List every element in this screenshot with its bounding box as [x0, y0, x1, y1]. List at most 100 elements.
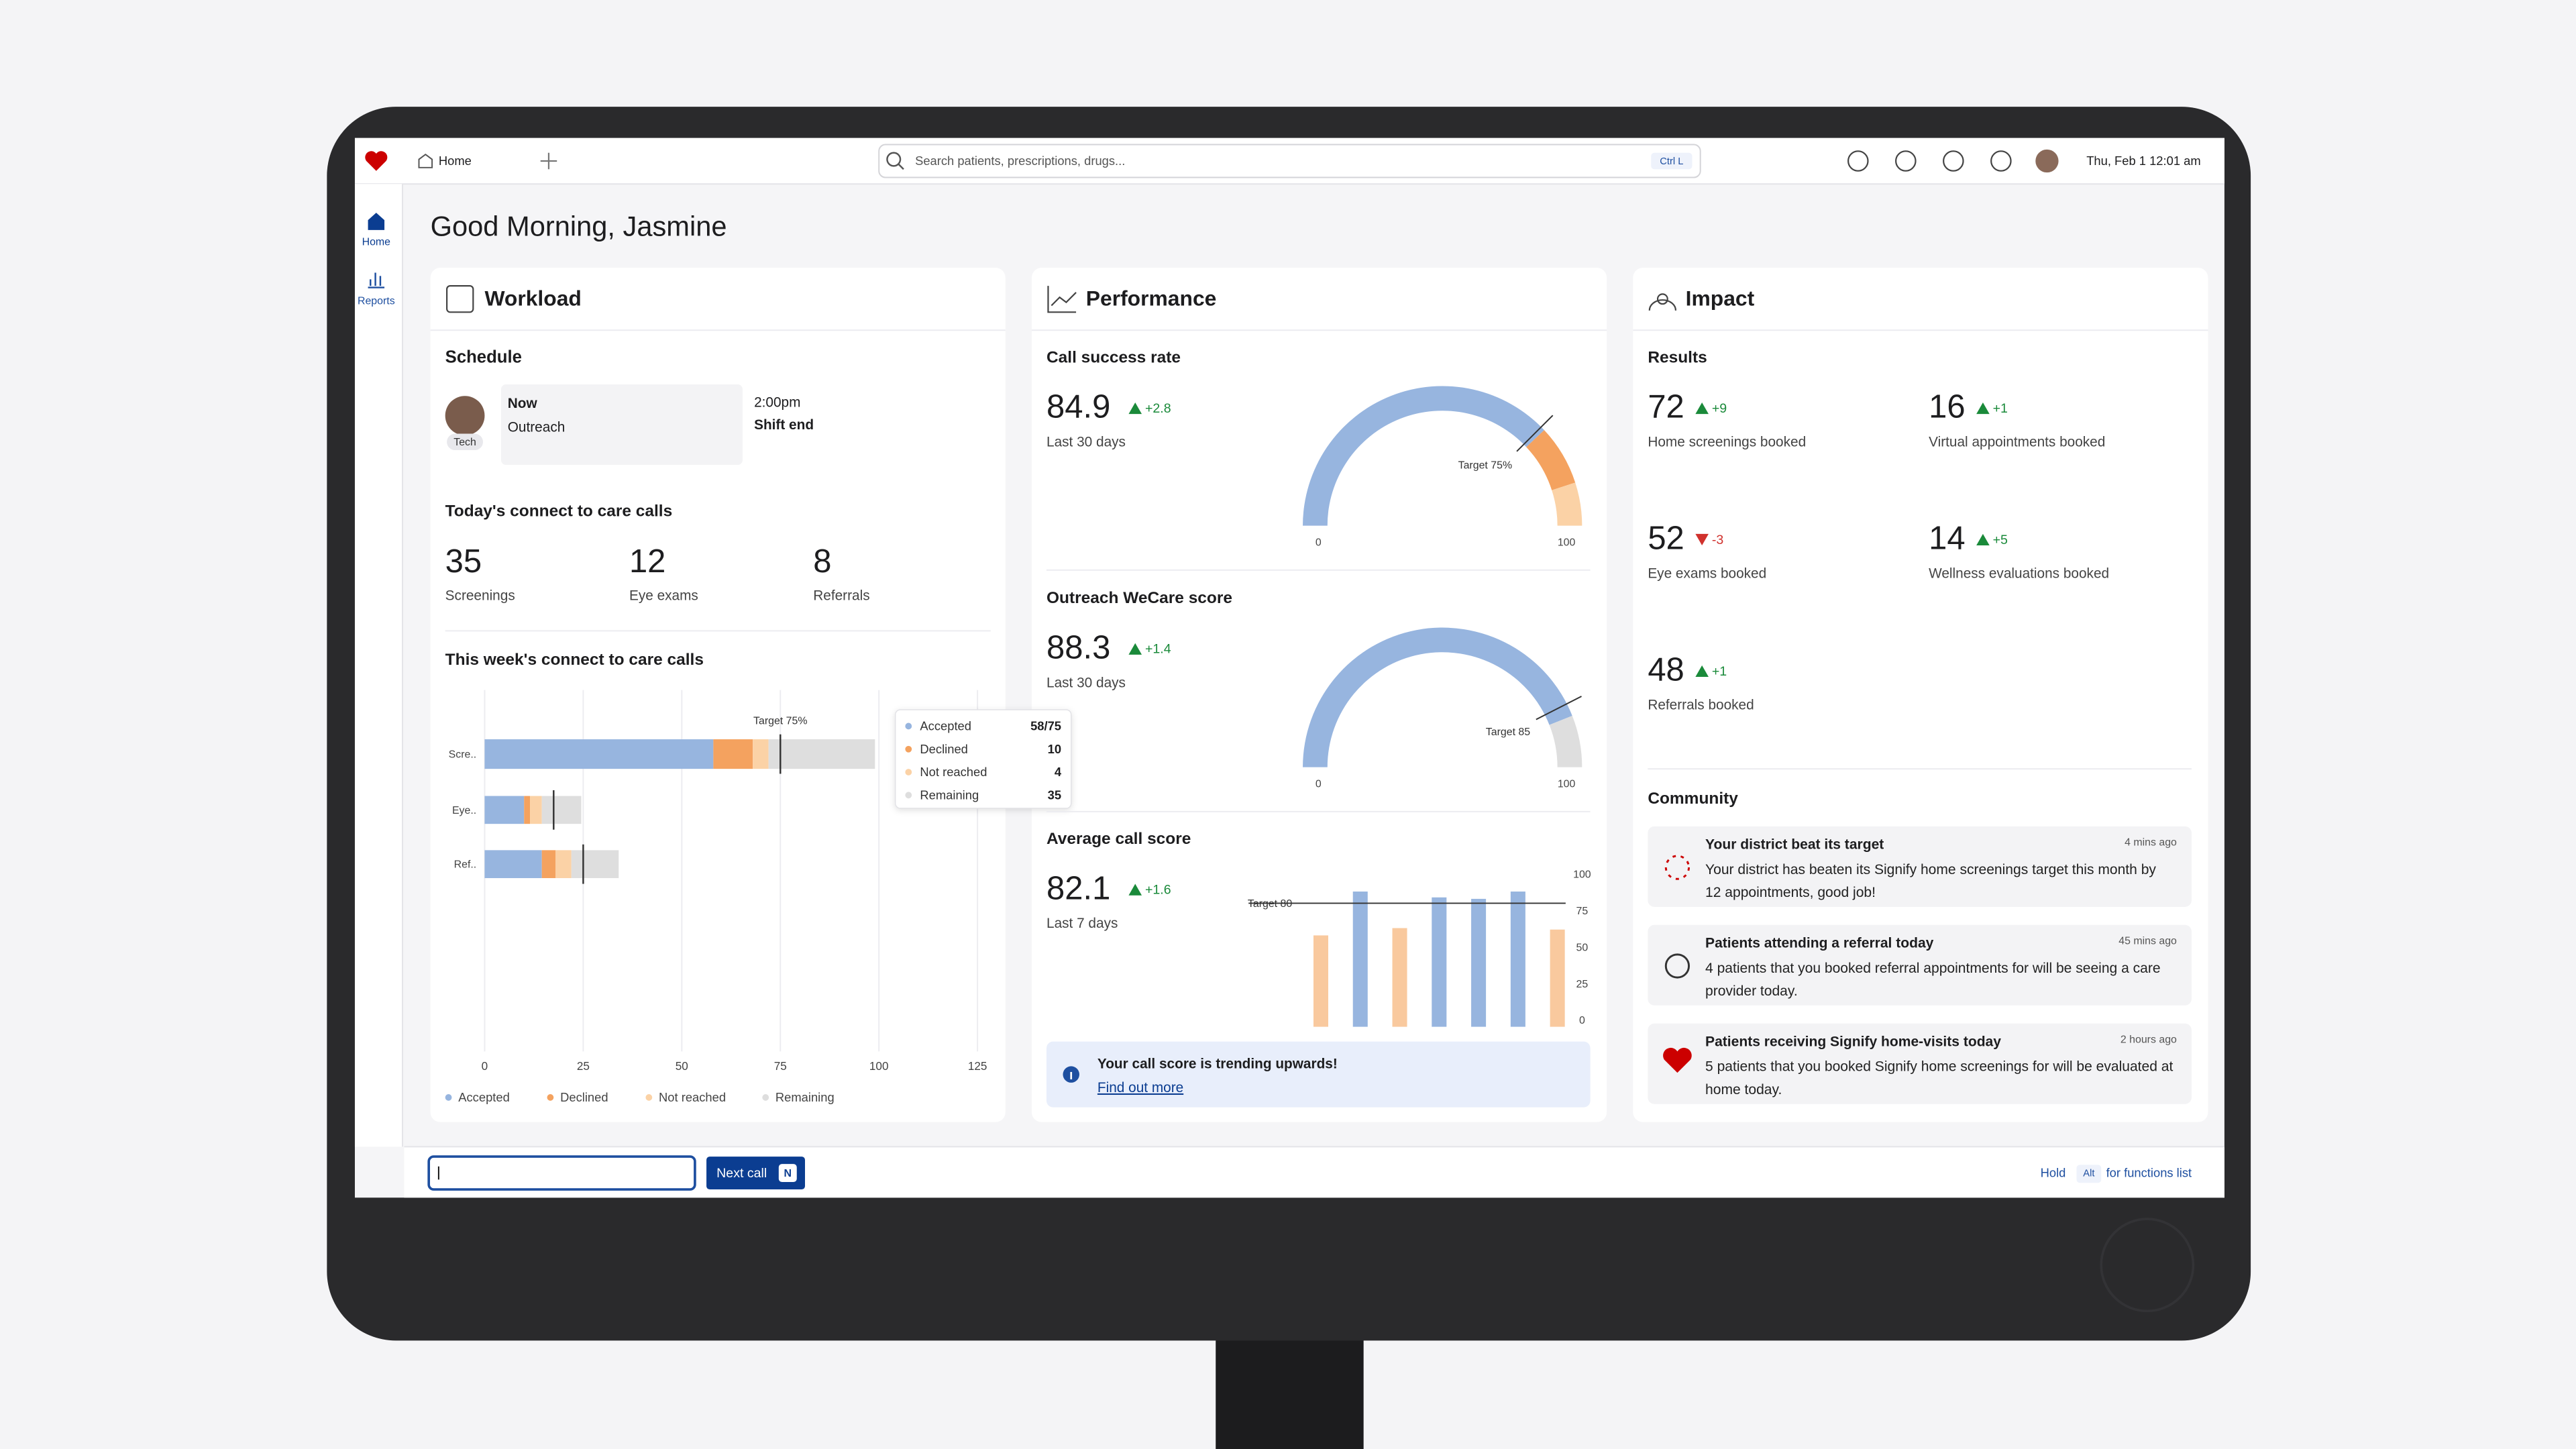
community-title: Patients receiving Signify home-visits t… [1705, 1034, 2001, 1049]
community-time: 4 mins ago [2125, 837, 2177, 849]
section-title: Results [1648, 348, 1707, 366]
toolbar-icon[interactable] [1943, 150, 1964, 172]
bar [1313, 935, 1328, 1027]
bar [1550, 929, 1565, 1027]
now-box [500, 384, 743, 466]
result-value: 48 [1648, 652, 1684, 688]
stat-value: 35 [445, 543, 482, 580]
result-value: 72 [1648, 389, 1684, 425]
result-delta: +9 [1712, 401, 1727, 416]
shortcut-pill [1651, 152, 1693, 170]
trend-up [1128, 643, 1142, 655]
x-tick-label: 25 [577, 1059, 590, 1073]
community-body-box: Your district has beaten its Signify hom… [1705, 861, 2156, 900]
tab-label[interactable]: Home [439, 154, 472, 168]
bar-segment [555, 850, 572, 878]
stat-value: 12 [629, 543, 665, 580]
bar-segment [484, 739, 714, 769]
y-tick-label: 50 [1576, 942, 1589, 953]
tooltip-value: 10 [1048, 742, 1061, 756]
hint-key: Alt [2083, 1169, 2094, 1179]
end-label: Shift end [754, 417, 814, 433]
reports-nav-icon[interactable] [368, 272, 385, 288]
community-item[interactable] [1648, 924, 2192, 1006]
search-box[interactable] [878, 144, 1701, 178]
info-banner [1046, 1041, 1591, 1108]
now-activity: Outreach [508, 419, 566, 435]
impact-icon [1648, 293, 1677, 311]
legend-label: Accepted [458, 1090, 510, 1104]
result-value: 14 [1929, 521, 1965, 557]
search-shortcut: Ctrl L [1660, 156, 1683, 167]
metric-delta: +2.8 [1145, 401, 1171, 416]
monitor-button [2100, 1218, 2195, 1313]
metric-value: 88.3 [1046, 630, 1110, 666]
banner-link[interactable]: Find out more [1097, 1080, 1183, 1095]
community-body: 4 patients that you booked referral appo… [1705, 959, 2161, 999]
end-time: 2:00pm [754, 395, 800, 411]
community-body-box: 4 patients that you booked referral appo… [1705, 959, 2161, 999]
section-title: Outreach WeCare score [1046, 589, 1232, 607]
result-delta: +5 [1993, 533, 2008, 547]
toolbar-icon[interactable] [1895, 150, 1917, 172]
search-icon [886, 152, 902, 167]
tab[interactable] [402, 144, 531, 178]
result-delta: +1 [1993, 401, 2008, 416]
y-tick-label: Scre.. [449, 749, 477, 761]
trend-up [1695, 402, 1709, 415]
gauge-tick-label: 100 [1558, 779, 1576, 790]
legend-dot [547, 1094, 554, 1101]
bar-segment [484, 796, 525, 824]
key-badge [778, 1164, 797, 1183]
nav-label[interactable]: Reports [358, 296, 395, 307]
card-title: Performance [1086, 286, 1217, 310]
trend-up [1976, 402, 1990, 415]
bar [1432, 897, 1447, 1027]
metric-period: Last 7 days [1046, 916, 1118, 931]
bar [1392, 928, 1407, 1027]
home-nav-icon[interactable] [368, 213, 385, 230]
stat-value: 8 [813, 543, 831, 580]
tooltip-dot [905, 792, 912, 799]
key-badge [2076, 1165, 2102, 1183]
avatar [445, 396, 485, 435]
legend-dot [762, 1094, 769, 1101]
toolbar-icon[interactable] [1847, 150, 1869, 172]
result-delta: +1 [1712, 664, 1727, 679]
bar-segment [571, 850, 619, 878]
community-time: 2 hours ago [2121, 1034, 2177, 1045]
section-title: Average call score [1046, 830, 1191, 848]
gauge-segment [1303, 627, 1572, 767]
nav-label[interactable]: Home [362, 236, 391, 248]
community-time: 45 mins ago [2118, 935, 2177, 947]
bar [1352, 892, 1368, 1027]
stat-label: Eye exams [629, 588, 698, 603]
bar-segment [541, 850, 556, 878]
y-tick-label: Ref.. [454, 859, 477, 871]
community-icon [1663, 1047, 1692, 1073]
bar [1510, 892, 1525, 1027]
x-tick-label: 50 [676, 1059, 688, 1073]
x-tick-label: 75 [774, 1059, 787, 1073]
new-tab-button[interactable] [540, 152, 557, 170]
legend-label: Remaining [775, 1090, 835, 1104]
tooltip-name: Declined [920, 742, 967, 756]
community-item[interactable] [1648, 826, 2192, 907]
toolbar-icon[interactable] [1990, 150, 2012, 172]
community-item[interactable] [1648, 1023, 2192, 1104]
y-tick-label: 25 [1576, 979, 1589, 990]
result-label: Home screenings booked [1648, 435, 1806, 450]
y-tick-label: 0 [1579, 1015, 1585, 1026]
call-input[interactable] [427, 1155, 696, 1191]
card [1633, 268, 2208, 1122]
avatar-label: Tech [453, 437, 476, 448]
button-label[interactable]: Next call [716, 1166, 767, 1181]
user-avatar[interactable] [2035, 149, 2059, 173]
search-icon [898, 164, 904, 170]
community-icon [1664, 855, 1690, 880]
bar-segment [541, 796, 582, 824]
bar-segment [753, 739, 769, 769]
hint-text: for functions list [2106, 1166, 2192, 1180]
result-value: 52 [1648, 521, 1684, 557]
